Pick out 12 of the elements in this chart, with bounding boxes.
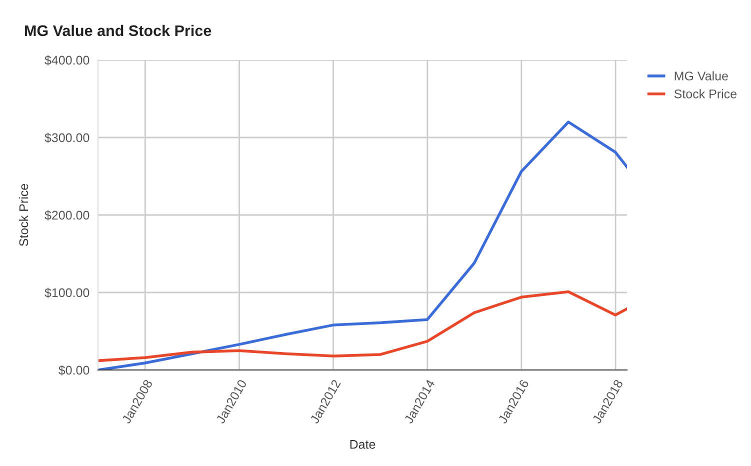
- legend-label: MG Value: [674, 71, 728, 80]
- line-series: [98, 290, 627, 362]
- y-tick-label: $400.00: [44, 55, 90, 66]
- legend-label: Stock Price: [674, 89, 736, 98]
- y-tick-label: $0.00: [58, 365, 90, 376]
- chart-title: MG Value and Stock Price: [25, 24, 212, 36]
- y-axis-title: Stock Price: [18, 184, 28, 246]
- line-series: [98, 120, 627, 370]
- y-tick-label: $200.00: [44, 210, 90, 220]
- x-axis-title: Date: [350, 440, 376, 449]
- y-tick-label: $100.00: [44, 288, 90, 298]
- y-tick-label: $300.00: [44, 132, 90, 143]
